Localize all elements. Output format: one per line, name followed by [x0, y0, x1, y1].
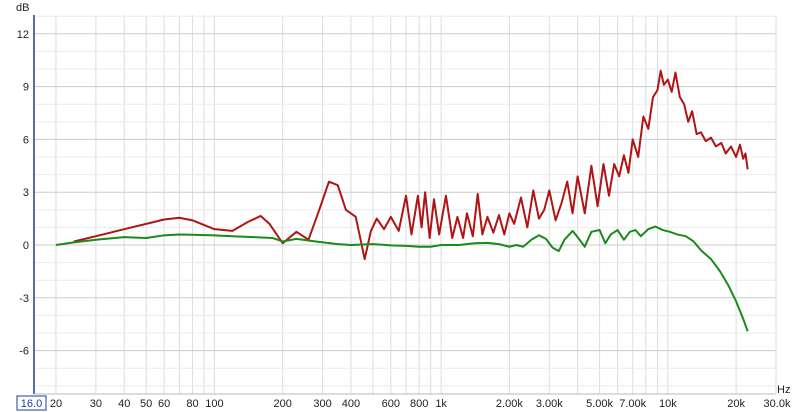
- x-start-box[interactable]: [16, 395, 47, 411]
- x-tick-label: 100: [205, 398, 223, 410]
- grid: [34, 15, 777, 394]
- x-tick-label: 10k: [659, 398, 677, 410]
- x-tick-label: 30: [90, 398, 102, 410]
- y-tick-label: -3: [19, 293, 29, 305]
- x-tick-label: 20k: [727, 398, 745, 410]
- y-axis-label: dB: [16, 2, 29, 14]
- x-tick-label: 50: [140, 398, 152, 410]
- x-tick-label: 20: [50, 398, 62, 410]
- x-tick-label: 40: [118, 398, 130, 410]
- x-tick-label: 800: [410, 398, 428, 410]
- x-tick-label: 400: [342, 398, 360, 410]
- x-tick-labels: 16.0 20 30 40 50 60 80 100 200 300 400 600 800 1k 2.00…: [16, 395, 791, 411]
- series-line-1: [73, 69, 749, 261]
- x-tick-label: 200: [273, 398, 291, 410]
- series-layer: [55, 69, 749, 332]
- y-tick-label: 12: [17, 29, 29, 41]
- x-tick-label-start[interactable]: 16.0: [21, 398, 42, 410]
- series-line-2: [55, 225, 749, 332]
- x-tick-label: 2.00k: [496, 398, 523, 410]
- y-tick-label: 3: [23, 187, 29, 199]
- x-tick-label: 300: [313, 398, 331, 410]
- x-tick-label: 80: [186, 398, 198, 410]
- x-tick-label: 600: [382, 398, 400, 410]
- x-tick-label: 30.0k: [764, 398, 791, 410]
- y-tick-labels: 12 9 6 3 0 -3 -6: [17, 29, 29, 358]
- y-tick-label: 6: [23, 134, 29, 146]
- x-tick-label: 7.00k: [619, 398, 646, 410]
- x-tick-label: 1k: [435, 398, 447, 410]
- x-tick-label: 3.00k: [536, 398, 563, 410]
- y-tick-label: -6: [19, 346, 29, 358]
- y-tick-label: 9: [23, 82, 29, 94]
- x-tick-label: 60: [158, 398, 170, 410]
- y-tick-label: 0: [23, 240, 29, 252]
- x-tick-label: 5.00k: [586, 398, 613, 410]
- x-axis-label: Hz: [777, 384, 790, 396]
